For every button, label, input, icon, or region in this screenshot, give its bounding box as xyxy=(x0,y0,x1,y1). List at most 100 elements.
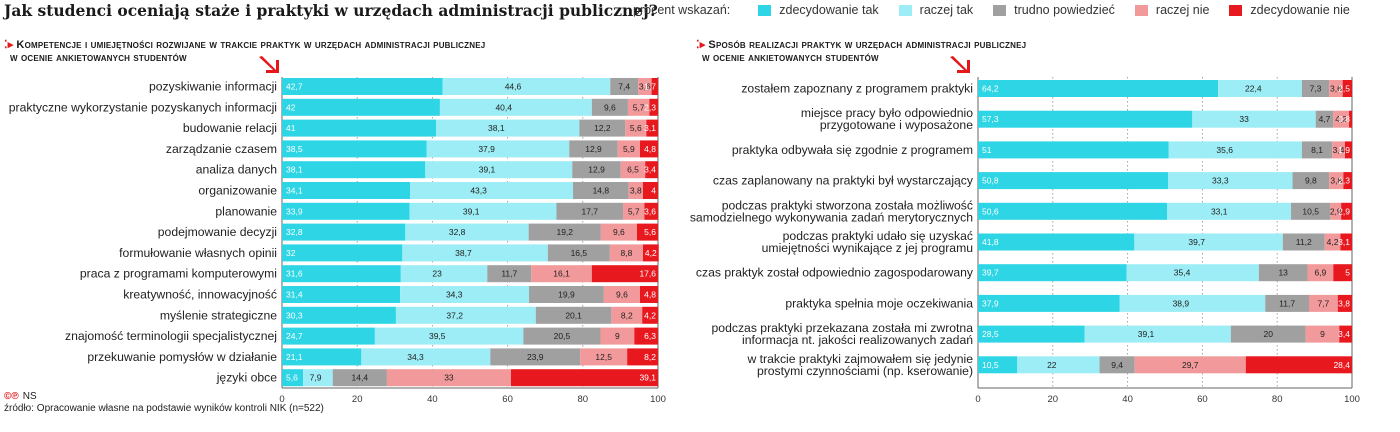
bar-raczej-nie xyxy=(638,78,652,95)
category-label: praca z programami komputerowymi xyxy=(80,267,277,281)
bar-raczej-nie xyxy=(611,306,643,324)
chart-title-kompetencje: ⁚▸ Kompetencje i umiejętności rozwijane w… xyxy=(4,39,485,65)
category-label: znajomość terminologii specjalistycznej xyxy=(65,329,277,343)
category-label: czas praktyk został odpowiednio zagospod… xyxy=(696,266,974,280)
legend-item-label: zdecydowanie nie xyxy=(1250,3,1350,17)
data-label: 39,1 xyxy=(639,373,656,383)
category-label: zarządzanie czasem xyxy=(166,142,277,156)
data-label: 9,4 xyxy=(1111,360,1123,370)
x-tick-label: 0 xyxy=(975,394,980,405)
legend-item-trudno-powiedziec: trudno powiedzieć xyxy=(993,3,1115,17)
data-label: 16,5 xyxy=(571,248,588,258)
data-label: 12,2 xyxy=(594,123,611,133)
bar-trudno-powiedziec xyxy=(490,348,581,366)
chart-title-line-1: Kompetencje i umiejętności rozwijane w t… xyxy=(16,39,486,51)
data-label: 14,8 xyxy=(593,186,610,196)
chart-2: 0 20 40 60 80 100 zostałem zapoznany z program… xyxy=(690,77,1360,405)
x-tick-label: 0 xyxy=(279,394,284,405)
footer-credit: NS xyxy=(22,391,37,402)
data-label: 20 xyxy=(1263,329,1273,339)
data-label: 39,1 xyxy=(463,206,480,216)
bar-raczej-tak xyxy=(374,327,524,345)
category-label: podejmowanie decyzji xyxy=(158,225,277,239)
data-label: 57,3 xyxy=(982,114,999,124)
data-label: 28,5 xyxy=(982,329,999,339)
data-label: 5,6 xyxy=(286,373,298,383)
bar-zdecydowanie-tak xyxy=(282,140,427,158)
bar-zdecydowanie-nie xyxy=(1342,80,1352,97)
data-label: 3,4 xyxy=(1333,145,1345,155)
data-label: 31,6 xyxy=(286,269,303,279)
bar-trudno-powiedziec xyxy=(1292,172,1330,190)
bar-raczej-tak xyxy=(1192,110,1316,128)
bar-zdecydowanie-nie xyxy=(591,265,658,283)
footer-source: źródło: Opracowanie własne na podstawie … xyxy=(4,403,324,414)
bar-trudno-powiedziec xyxy=(1301,80,1330,97)
data-label: 3,1 xyxy=(644,123,656,133)
category-label: analiza danych xyxy=(196,163,277,177)
data-label: 3,6 xyxy=(644,206,656,216)
bar-zdecydowanie-tak xyxy=(282,306,396,324)
bar-trudno-powiedziec xyxy=(1258,264,1308,282)
bar-raczej-nie xyxy=(623,202,645,220)
data-label: 2,9 xyxy=(1338,206,1350,216)
bar-raczej-nie xyxy=(620,161,646,179)
x-tick-label: 80 xyxy=(1272,394,1283,405)
data-label: 50,8 xyxy=(982,176,999,186)
bar-raczej-tak xyxy=(400,286,530,303)
bar-raczej-nie xyxy=(1329,172,1344,190)
bar-zdecydowanie-nie xyxy=(1245,356,1352,374)
bar-trudno-powiedziec xyxy=(1230,325,1306,343)
bar-zdecydowanie-tak xyxy=(978,356,1018,374)
bar-zdecydowanie-tak xyxy=(282,223,406,241)
data-label: 28,4 xyxy=(1333,360,1350,370)
bar-raczej-tak xyxy=(1167,172,1293,190)
data-label: 5,7 xyxy=(633,102,645,112)
data-label: 8,2 xyxy=(644,352,656,362)
data-label: 4 xyxy=(651,186,656,196)
bar-trudno-powiedziec xyxy=(573,182,629,199)
bar-zdecydowanie-nie xyxy=(639,286,658,303)
data-label: 19,2 xyxy=(556,227,573,237)
bar-zdecydowanie-nie xyxy=(636,223,658,241)
bar-raczej-tak xyxy=(425,161,573,179)
x-tick-label: 80 xyxy=(578,394,589,405)
data-label: 5,9 xyxy=(623,144,635,154)
legend-label: procent wskazań: xyxy=(633,3,731,17)
arrow-down-right-icon xyxy=(259,56,279,73)
legend-swatch xyxy=(1229,4,1243,16)
bar-raczej-nie xyxy=(603,286,640,303)
data-label: 42,7 xyxy=(286,82,303,92)
bar-raczej-tak xyxy=(1167,202,1292,220)
bar-zdecydowanie-nie xyxy=(646,119,658,137)
bar-zdecydowanie-nie xyxy=(1337,294,1352,312)
bar-raczej-tak xyxy=(1218,80,1302,97)
data-label: 23,9 xyxy=(527,352,544,362)
legend-item-label: trudno powiedzieć xyxy=(1014,3,1115,17)
category-label: miejsce pracy było odpowiednio przygotowa… xyxy=(801,106,973,132)
bar-raczej-tak xyxy=(436,119,580,137)
data-label: 32,8 xyxy=(286,227,303,237)
data-label: 2,5 xyxy=(1338,84,1350,94)
data-label: 50,6 xyxy=(982,206,999,216)
data-label: 2,9 xyxy=(1330,206,1342,216)
bar-trudno-powiedziec xyxy=(591,98,628,116)
legend-swatch xyxy=(758,4,772,16)
bar-zdecydowanie-tak xyxy=(978,110,1193,128)
chart-title-line-1: Sposób realizacji praktyk w urzędach adm… xyxy=(708,39,1027,51)
data-label: 11,7 xyxy=(501,269,517,279)
chart-title-line-2: w ocenie ankietowanych studentów xyxy=(10,52,187,64)
bar-zdecydowanie-tak xyxy=(282,182,411,199)
data-label: 16,1 xyxy=(553,269,570,279)
data-label: 4,2 xyxy=(1327,237,1339,247)
bar-trudno-powiedziec xyxy=(529,286,604,303)
bar-raczej-nie xyxy=(627,98,650,116)
bar-raczej-tak xyxy=(1119,294,1266,312)
x-tick-label: 60 xyxy=(1197,394,1208,405)
page-title: Jak studenci oceniają staże i praktyki w… xyxy=(4,1,658,20)
bar-raczej-nie xyxy=(600,223,637,241)
bar-zdecydowanie-tak xyxy=(978,202,1168,220)
chart-title-sposob: ⁚▸ Sposób realizacji praktyk w urzędach a… xyxy=(696,39,1026,65)
data-label: 21,1 xyxy=(286,352,303,362)
bar-trudno-powiedziec xyxy=(610,78,639,95)
